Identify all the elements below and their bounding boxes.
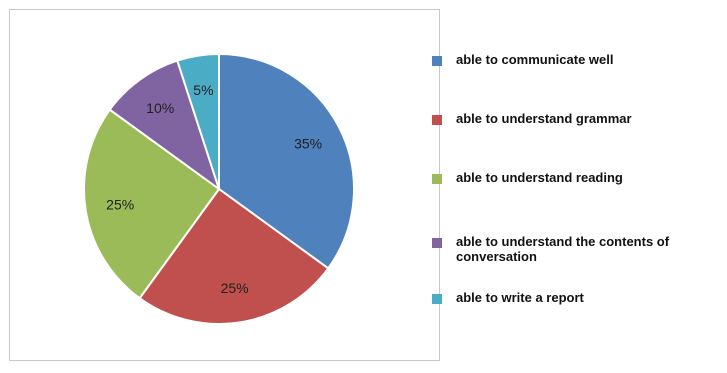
pie-data-label-3: 10%	[146, 100, 174, 116]
pie-slice-4	[176, 52, 220, 190]
legend-label-conversation: able to understand the contents of conve…	[456, 234, 670, 264]
legend-swatch-reading	[432, 174, 442, 184]
pie-slice-1	[138, 187, 330, 325]
pie-slice-0	[218, 52, 355, 270]
legend-label-communicate: able to communicate well	[456, 52, 614, 67]
legend-item-report: able to write a report	[432, 290, 716, 305]
legend-swatch-report	[432, 294, 442, 304]
legend-swatch-communicate	[432, 56, 442, 66]
legend-item-reading: able to understand reading	[432, 170, 716, 185]
legend-label-grammar: able to understand grammar	[456, 111, 632, 126]
legend-item-grammar: able to understand grammar	[432, 111, 716, 126]
legend-swatch-grammar	[432, 115, 442, 125]
pie-data-label-2: 25%	[106, 197, 134, 213]
legend-label-report: able to write a report	[456, 290, 584, 305]
legend-swatch-conversation	[432, 238, 442, 248]
pie-data-label-1: 25%	[221, 280, 249, 296]
legend-item-conversation: able to understand the contents of conve…	[432, 234, 716, 264]
pie-slice-2	[83, 108, 221, 300]
pie-data-label-4: 5%	[193, 82, 213, 98]
pie-slice-3	[108, 59, 221, 192]
legend-item-communicate: able to communicate well	[432, 52, 716, 67]
pie-data-label-0: 35%	[294, 136, 322, 152]
legend-label-reading: able to understand reading	[456, 170, 623, 185]
